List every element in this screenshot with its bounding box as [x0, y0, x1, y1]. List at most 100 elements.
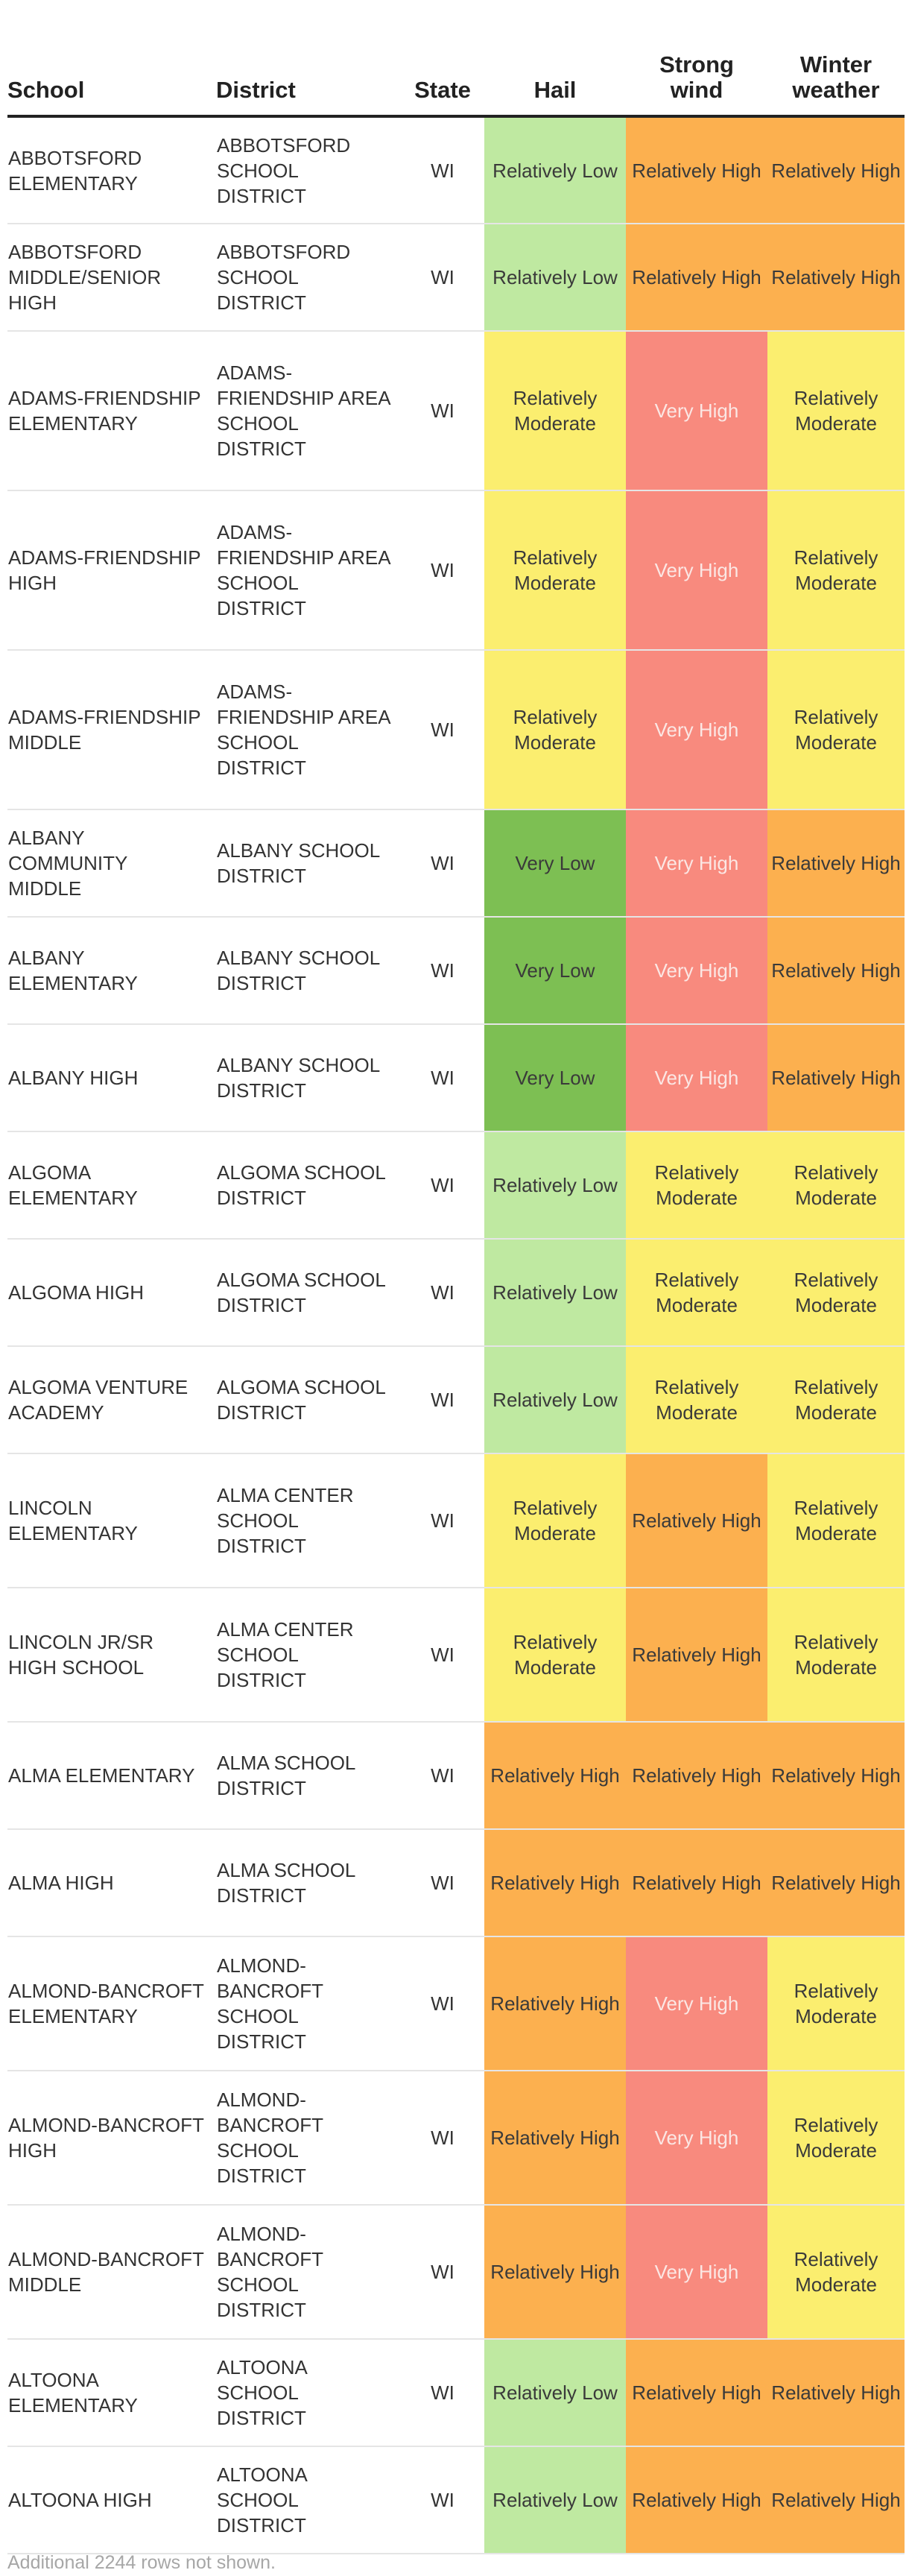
cell-wind-rating: Relatively High [626, 1453, 767, 1588]
cell-school: ALMOND-BANCROFT HIGH [8, 2114, 204, 2162]
cell-winter-rating: Relatively High [767, 809, 905, 917]
cell-winter-rating: Relatively High [767, 224, 905, 331]
cell-district: ADAMS-FRIENDSHIP AREA SCHOOL DISTRICT [217, 681, 390, 779]
cell-school: ALMA ELEMENTARY [8, 1764, 195, 1787]
table-row: ALBANY ELEMENTARY ALBANY SCHOOL DISTRICT W… [7, 917, 905, 1024]
cell-wind-rating: Very High [626, 331, 767, 490]
cell-hail-rating: Relatively Moderate [484, 331, 626, 490]
cell-winter-rating: Relatively Moderate [767, 331, 905, 490]
cell-district: ABBOTSFORD SCHOOL DISTRICT [217, 133, 351, 207]
column-header-strong-wind-line2: wind [670, 77, 723, 103]
cell-district: ALMA CENTER SCHOOL DISTRICT [217, 1484, 354, 1557]
cell-district: ALGOMA SCHOOL DISTRICT [217, 1269, 385, 1316]
cell-district: ALMOND-BANCROFT SCHOOL DISTRICT [217, 2089, 323, 2187]
cell-wind-rating: Relatively High [626, 1588, 767, 1722]
table-row: ALMOND-BANCROFT MIDDLE ALMOND-BANCROFT SC… [7, 2205, 905, 2339]
table-row: ALTOONA ELEMENTARY ALTOONA SCHOOL DISTRIC… [7, 2339, 905, 2446]
column-header-winter-weather-line1: Winter [799, 51, 872, 78]
cell-school: ALBANY COMMUNITY MIDDLE [8, 827, 127, 900]
cell-school: ADAMS-FRIENDSHIP MIDDLE [8, 706, 201, 754]
cell-state: WI [431, 1509, 454, 1532]
cell-school: ALGOMA HIGH [8, 1281, 145, 1304]
table-row: ADAMS-FRIENDSHIP MIDDLE ADAMS-FRIENDSHIP … [7, 650, 905, 809]
rows-not-shown-note: Additional 2244 rows not shown. [7, 2552, 276, 2573]
cell-hail-rating: Relatively High [484, 1936, 626, 2071]
column-header-district[interactable]: District [216, 30, 401, 118]
cell-state: WI [431, 1764, 454, 1787]
cell-school: ALBANY HIGH [8, 1067, 139, 1089]
cell-district: ALGOMA SCHOOL DISTRICT [217, 1376, 385, 1424]
cell-district: ADAMS-FRIENDSHIP AREA SCHOOL DISTRICT [217, 362, 390, 460]
cell-winter-rating: Relatively High [767, 1722, 905, 1829]
cell-state: WI [431, 159, 454, 182]
cell-winter-rating: Relatively High [767, 1829, 905, 1936]
cell-district: ALTOONA SCHOOL DISTRICT [217, 2463, 307, 2536]
cell-school: ADAMS-FRIENDSHIP ELEMENTARY [8, 387, 201, 435]
cell-state: WI [431, 1174, 454, 1196]
cell-winter-rating: Relatively Moderate [767, 650, 905, 809]
cell-state: WI [431, 1067, 454, 1089]
cell-state: WI [431, 719, 454, 741]
cell-district: ALMA SCHOOL DISTRICT [217, 1859, 355, 1907]
cell-state: WI [431, 2489, 454, 2511]
column-header-winter-weather[interactable]: Winter weather [767, 30, 905, 118]
cell-state: WI [431, 400, 454, 422]
table-body: ABBOTSFORD ELEMENTARY ABBOTSFORD SCHOOL D… [7, 116, 905, 2554]
cell-district: ALTOONA SCHOOL DISTRICT [217, 2356, 307, 2429]
cell-hail-rating: Very Low [484, 1024, 626, 1131]
cell-school: ALBANY ELEMENTARY [8, 947, 138, 994]
cell-state: WI [431, 1992, 454, 2015]
cell-winter-rating: Relatively High [767, 2339, 905, 2446]
table-row: ALMOND-BANCROFT HIGH ALMOND-BANCROFT SCHO… [7, 2071, 905, 2205]
cell-hail-rating: Relatively Moderate [484, 1588, 626, 1722]
cell-wind-rating: Relatively High [626, 2339, 767, 2446]
cell-hail-rating: Relatively Low [484, 116, 626, 224]
table-row: LINCOLN JR/SR HIGH SCHOOL ALMA CENTER SCH… [7, 1588, 905, 1722]
cell-wind-rating: Relatively High [626, 1829, 767, 1936]
school-risk-table: School District State Hail Strong wind Wi… [7, 30, 905, 2554]
table-row: ALTOONA HIGH ALTOONA SCHOOL DISTRICT WI Rel… [7, 2446, 905, 2554]
cell-hail-rating: Relatively High [484, 2071, 626, 2205]
cell-winter-rating: Relatively Moderate [767, 490, 905, 650]
cell-wind-rating: Very High [626, 917, 767, 1024]
cell-wind-rating: Relatively High [626, 224, 767, 331]
cell-hail-rating: Relatively Low [484, 1239, 626, 1346]
cell-wind-rating: Relatively Moderate [626, 1131, 767, 1239]
column-header-hail[interactable]: Hail [484, 30, 626, 118]
table-header: School District State Hail Strong wind Wi… [7, 30, 905, 118]
cell-state: WI [431, 559, 454, 581]
cell-state: WI [431, 1281, 454, 1304]
cell-district: ADAMS-FRIENDSHIP AREA SCHOOL DISTRICT [217, 521, 390, 619]
cell-state: WI [431, 2261, 454, 2283]
cell-state: WI [431, 1389, 454, 1411]
cell-school: ABBOTSFORD ELEMENTARY [8, 146, 142, 195]
cell-winter-rating: Relatively High [767, 917, 905, 1024]
cell-winter-rating: Relatively High [767, 2446, 905, 2554]
column-header-winter-weather-line2: weather [792, 77, 880, 103]
cell-school: ALGOMA ELEMENTARY [8, 1161, 138, 1209]
cell-hail-rating: Relatively High [484, 2205, 626, 2339]
table-row: LINCOLN ELEMENTARY ALMA CENTER SCHOOL DIS… [7, 1453, 905, 1588]
cell-wind-rating: Very High [626, 809, 767, 917]
cell-winter-rating: Relatively Moderate [767, 1346, 905, 1453]
cell-state: WI [431, 2381, 454, 2404]
cell-hail-rating: Relatively Moderate [484, 1453, 626, 1588]
cell-district: ALMOND-BANCROFT SCHOOL DISTRICT [217, 1954, 323, 2053]
cell-school: ALGOMA VENTURE ACADEMY [8, 1376, 189, 1424]
column-header-state[interactable]: State [401, 30, 484, 118]
cell-winter-rating: Relatively Moderate [767, 1131, 905, 1239]
cell-winter-rating: Relatively High [767, 116, 905, 224]
cell-school: ADAMS-FRIENDSHIP HIGH [8, 546, 201, 594]
column-header-school[interactable]: School [7, 30, 216, 118]
table-row: ALGOMA ELEMENTARY ALGOMA SCHOOL DISTRICT W… [7, 1131, 905, 1239]
cell-wind-rating: Very High [626, 650, 767, 809]
cell-district: ALGOMA SCHOOL DISTRICT [217, 1161, 385, 1209]
cell-wind-rating: Very High [626, 2205, 767, 2339]
column-header-strong-wind[interactable]: Strong wind [626, 30, 767, 118]
cell-district: ALBANY SCHOOL DISTRICT [217, 1054, 380, 1102]
cell-hail-rating: Relatively Low [484, 2339, 626, 2446]
cell-winter-rating: Relatively Moderate [767, 1239, 905, 1346]
table-row: ADAMS-FRIENDSHIP ELEMENTARY ADAMS-FRIENDS… [7, 331, 905, 490]
cell-school: ALMOND-BANCROFT ELEMENTARY [8, 1980, 204, 2027]
cell-hail-rating: Very Low [484, 917, 626, 1024]
